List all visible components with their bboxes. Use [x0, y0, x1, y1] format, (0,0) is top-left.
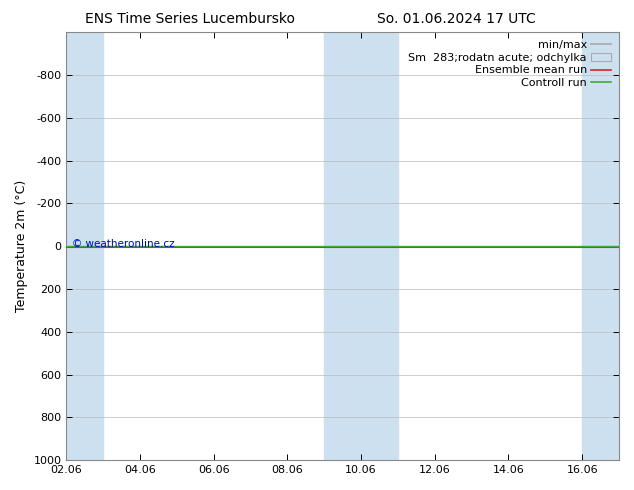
Text: So. 01.06.2024 17 UTC: So. 01.06.2024 17 UTC: [377, 12, 536, 26]
Bar: [582, 32, 619, 460]
Legend: min/max, Sm  283;rodatn acute; odchylka, Ensemble mean run, Controll run: min/max, Sm 283;rodatn acute; odchylka, …: [406, 38, 614, 91]
Y-axis label: Temperature 2m (°C): Temperature 2m (°C): [15, 180, 28, 312]
Bar: [67, 32, 103, 460]
Text: © weatheronline.cz: © weatheronline.cz: [72, 239, 174, 249]
Bar: [324, 32, 398, 460]
Text: ENS Time Series Lucembursko: ENS Time Series Lucembursko: [85, 12, 295, 26]
